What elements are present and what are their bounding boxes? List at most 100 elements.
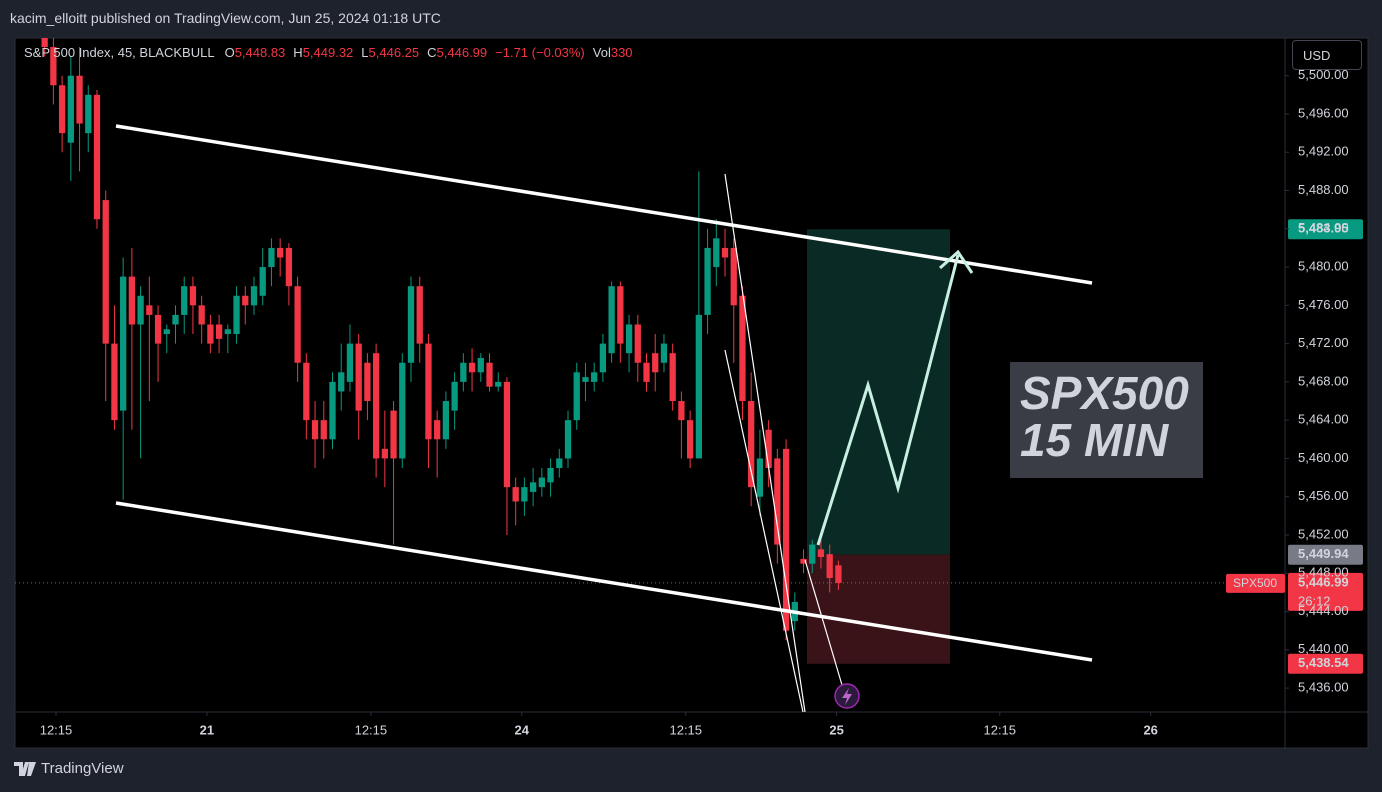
trend-line [724, 173, 806, 712]
candle-body [748, 401, 755, 488]
legend-value: 330 [610, 45, 633, 60]
price-tag-label: 5,446.99 [1298, 574, 1349, 589]
candle-body [669, 353, 676, 402]
candle-body [468, 362, 476, 373]
candle-body [704, 247, 711, 315]
price-tag [1288, 219, 1363, 240]
x-tick-label: 24 [515, 722, 530, 737]
candle-body [277, 247, 284, 258]
candle-body [58, 85, 66, 134]
candle-body [434, 420, 441, 440]
x-tick-label: 21 [200, 722, 214, 737]
candle-body [102, 200, 109, 344]
candle-body [207, 324, 214, 344]
legend-label: Vol [592, 45, 611, 60]
trend-line [724, 349, 804, 712]
candle-body [721, 247, 729, 258]
candle-body [294, 286, 301, 363]
projection-arrow [816, 254, 960, 546]
trend-line [804, 559, 843, 686]
legend-title: S&P 500 Index, 45, BLACKBULL [24, 45, 215, 60]
candle-body [521, 487, 528, 502]
candle-body [268, 247, 275, 268]
candle-body [67, 75, 74, 143]
candle-body [346, 343, 354, 382]
logo [14, 761, 36, 776]
candle-body [76, 75, 83, 124]
candle-body [338, 372, 345, 392]
y-tick-label: 5,492.00 [1298, 144, 1349, 159]
symbol-tag [1226, 573, 1285, 593]
candle-body [573, 372, 580, 421]
x-tick-label: 12:15 [669, 722, 702, 737]
candle-body [364, 362, 371, 402]
candle-body [41, 38, 48, 47]
candle-body [189, 286, 197, 306]
candle-body [285, 247, 293, 287]
candle-body [599, 343, 607, 373]
candle-body [85, 94, 92, 134]
candle-body [120, 276, 127, 411]
candle-body [817, 549, 825, 557]
price-tag [1288, 653, 1363, 674]
annotation-text: SPX500 [1020, 367, 1189, 419]
y-tick-label: 5,460.00 [1298, 450, 1349, 465]
x-tick-label: 25 [829, 722, 843, 737]
brand: TradingView [41, 760, 124, 777]
candle-body [381, 448, 388, 459]
legend-label: O [224, 45, 235, 60]
candle-body [652, 353, 659, 373]
x-tick-label: 12:15 [983, 722, 1016, 737]
price-tag-label: 5,449.94 [1298, 546, 1349, 561]
candle-body [809, 544, 816, 564]
y-tick-label: 5,468.00 [1298, 373, 1349, 388]
plot [15, 38, 1285, 712]
candle-body [617, 286, 624, 344]
candle-body [320, 420, 327, 440]
y-tick-label: 5,448.00 [1298, 565, 1349, 580]
candle-body [50, 46, 57, 86]
candle-body [233, 295, 240, 335]
candle-body [172, 314, 179, 325]
x-tick-label: 12:15 [40, 722, 73, 737]
y-tick-label: 5,456.00 [1298, 488, 1349, 503]
footer: TradingView [14, 760, 124, 777]
y-tick-label: 5,480.00 [1298, 259, 1349, 274]
candle-body [181, 286, 188, 315]
price-tag-label: 5,483.95 [1298, 221, 1349, 236]
x-tick-label: 12:15 [355, 722, 388, 737]
candle-body [756, 458, 764, 497]
legend: S&P 500 Index, 45, BLACKBULL O 5,448.83 H… [24, 45, 641, 60]
candle-body [660, 343, 668, 363]
trend-line [115, 501, 1093, 662]
candle-body [835, 565, 842, 583]
candle-body [460, 362, 467, 382]
y-tick-label: 5,500.00 [1298, 67, 1349, 82]
candle-body [407, 286, 415, 363]
candle-body [137, 295, 144, 325]
price-tag [1288, 572, 1363, 611]
x-tick-label: 26 [1143, 722, 1157, 737]
legend-label: H [293, 45, 303, 60]
y-tick-label: 5,484.00 [1298, 220, 1349, 235]
candle-body [111, 343, 118, 421]
candle-body [643, 362, 650, 382]
candle-body [128, 276, 136, 325]
candle-body [311, 420, 319, 440]
y-tick-label: 5,436.00 [1298, 680, 1349, 695]
candle-body [486, 362, 493, 387]
y-tick-label: 5,440.00 [1298, 641, 1349, 656]
candle-body [582, 377, 589, 382]
y-tick-label: 5,444.00 [1298, 603, 1349, 618]
annotation-text: 15 MIN [1020, 414, 1169, 466]
candle-body [547, 468, 554, 483]
candle-body [442, 401, 450, 440]
candle-body [713, 238, 720, 268]
candle-body [529, 482, 537, 492]
candle-body [416, 286, 423, 344]
symbol-tag-label: SPX500 [1233, 576, 1277, 590]
candle-body [782, 448, 790, 631]
currency-button[interactable]: USD [1292, 40, 1362, 70]
candle-body [686, 420, 694, 459]
